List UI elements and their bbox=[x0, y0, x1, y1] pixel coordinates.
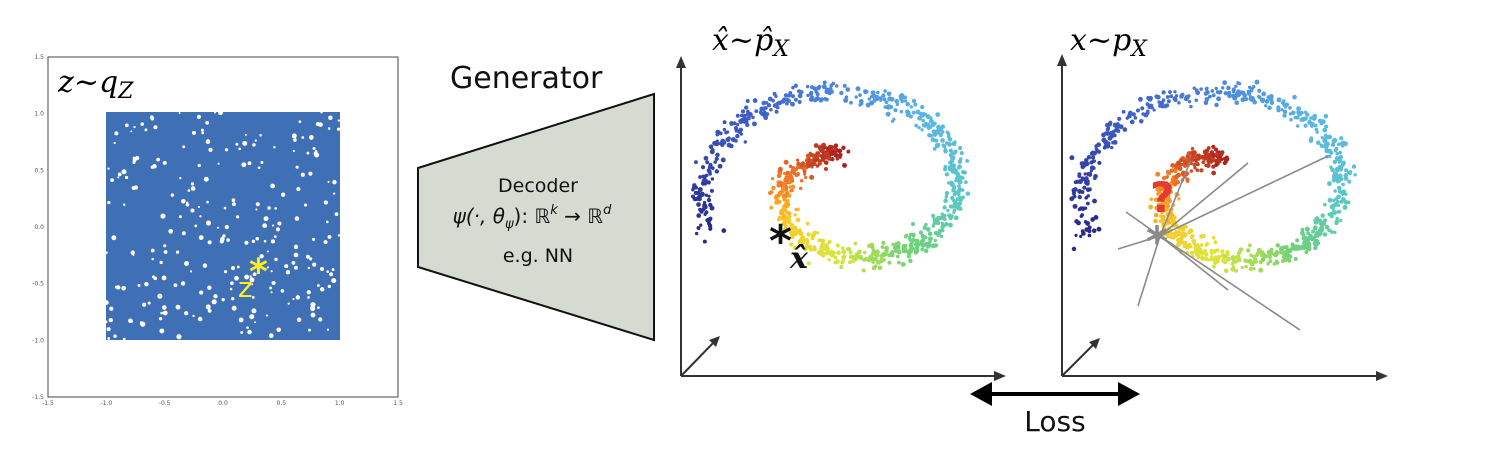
generated-z-arrowhead bbox=[709, 336, 720, 347]
latent-x-tick-label: -1.5 bbox=[42, 400, 54, 407]
loss-label: Loss bbox=[1024, 405, 1085, 438]
latent-panel: -1.5 -1.0 -0.5 0.0 0.5 1.0 1.5 1.5 1.0 0.5 0.0 -0.… bbox=[32, 54, 403, 407]
decoder-label: Decoder bbox=[498, 175, 578, 197]
generated-sample-marker: * bbox=[769, 216, 792, 267]
data-question-mark: ? bbox=[1150, 173, 1174, 222]
latent-y-tick-label: 0.0 bbox=[34, 224, 44, 231]
latent-y-tick-label: 1.5 bbox=[34, 54, 44, 61]
generator-title: Generator bbox=[450, 61, 603, 96]
data-distribution-label: x~pX bbox=[1070, 23, 1148, 62]
latent-y-tick-label: -1.0 bbox=[32, 337, 44, 344]
generated-spiral-points bbox=[690, 80, 971, 273]
latent-y-ticks: 1.5 1.0 0.5 0.0 -0.5 -1.0 -1.5 bbox=[32, 54, 44, 401]
latent-x-tick-label: 1.5 bbox=[393, 400, 403, 407]
loss-arrowhead-right bbox=[1118, 382, 1140, 406]
loss-indicator: Loss bbox=[970, 382, 1140, 438]
generated-distribution-label: x̂~p̂X bbox=[712, 23, 790, 62]
latent-x-tick-label: -0.5 bbox=[159, 400, 171, 407]
distance-lines bbox=[1117, 155, 1329, 331]
latent-y-tick-label: -0.5 bbox=[32, 281, 44, 288]
latent-x-tick-label: -1.0 bbox=[100, 400, 112, 407]
latent-x-tick-label: 0.0 bbox=[218, 400, 228, 407]
generated-x-arrowhead bbox=[994, 371, 1006, 381]
generator-block: Generator Decoder ψ(·, θψ): ℝk → ℝd e.g.… bbox=[417, 61, 655, 342]
data-y-arrowhead bbox=[1057, 54, 1067, 66]
generated-panel: x̂~p̂X * x̂ bbox=[676, 23, 1006, 381]
decoder-mapping: ψ(·, θψ): ℝk → ℝd bbox=[453, 203, 612, 232]
data-panel: x~pX * ? bbox=[1057, 23, 1388, 381]
decoder-trapezoid bbox=[417, 92, 655, 342]
generated-y-arrowhead bbox=[676, 56, 686, 68]
latent-y-tick-label: 0.5 bbox=[34, 167, 44, 174]
latent-y-tick-label: 1.0 bbox=[34, 111, 44, 118]
data-x-arrowhead bbox=[1376, 371, 1388, 381]
latent-uniform-points bbox=[103, 110, 341, 341]
loss-arrowhead-left bbox=[970, 382, 992, 406]
generated-sample-label: x̂ bbox=[789, 241, 809, 276]
data-query-marker: * bbox=[1146, 217, 1168, 266]
data-spiral-points bbox=[1069, 79, 1357, 274]
latent-y-tick-label: -1.5 bbox=[32, 394, 44, 401]
data-z-axis bbox=[1061, 341, 1097, 377]
latent-sample-marker: * bbox=[249, 252, 268, 293]
generated-z-axis bbox=[680, 339, 717, 377]
data-z-arrowhead bbox=[1089, 338, 1100, 349]
decoder-example: e.g. NN bbox=[503, 245, 573, 267]
latent-distribution-label: z~qZ bbox=[57, 65, 134, 104]
latent-x-tick-label: 0.5 bbox=[277, 400, 287, 407]
latent-x-ticks: -1.5 -1.0 -0.5 0.0 0.5 1.0 1.5 bbox=[42, 400, 403, 407]
latent-x-tick-label: 1.0 bbox=[335, 400, 345, 407]
latent-sample-label: z bbox=[238, 271, 253, 304]
